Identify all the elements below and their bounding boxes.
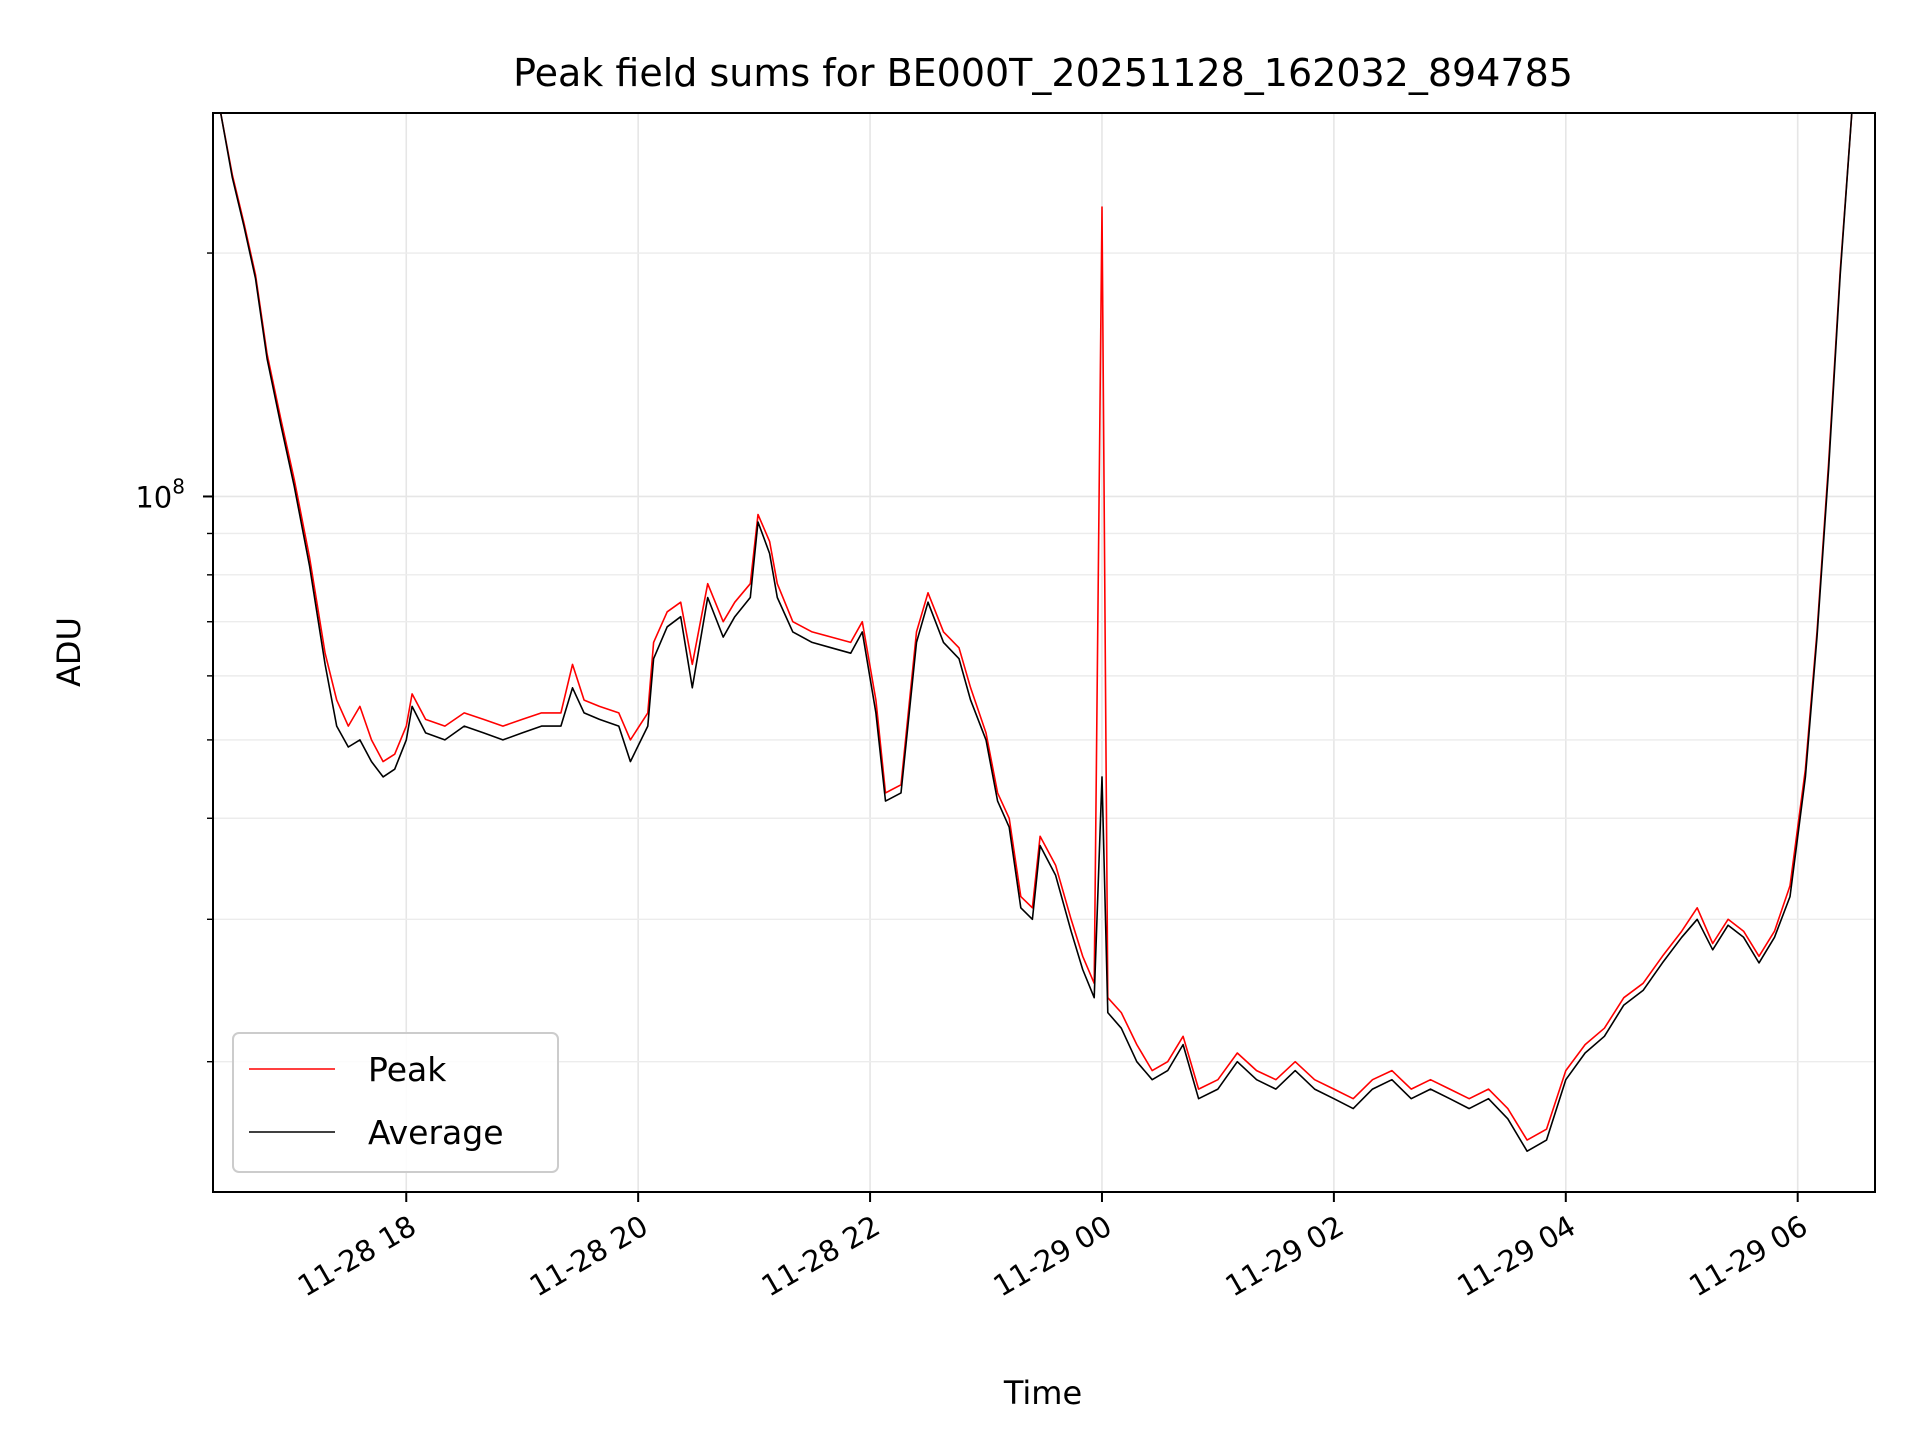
series-line-peak: [219, 113, 1853, 1141]
y-tick-label: 108: [135, 474, 185, 514]
y-tick-base: 10: [135, 480, 172, 514]
legend: Peak Average: [232, 1032, 559, 1173]
y-tick-exponent: 8: [172, 474, 185, 498]
x-axis-label: Time: [1003, 1374, 1082, 1412]
series-lines: [219, 113, 1853, 1152]
series-line-average: [219, 113, 1853, 1152]
legend-label-peak: Peak: [368, 1050, 447, 1089]
legend-label-average: Average: [368, 1113, 504, 1152]
y-axis-label: ADU: [50, 617, 88, 687]
chart-title: Peak field sums for BE000T_20251128_1620…: [513, 51, 1573, 95]
grid-lines: [213, 113, 1875, 1192]
plot-area-frame: [212, 112, 1876, 1193]
legend-box: [232, 1032, 559, 1173]
